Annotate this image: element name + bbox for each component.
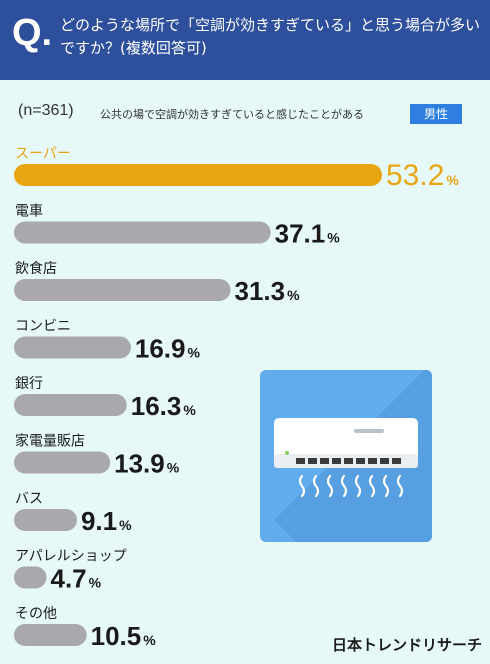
value-label: 53.2% <box>386 159 459 192</box>
bar <box>14 624 87 646</box>
value-label: 4.7% <box>51 564 102 594</box>
bar <box>14 566 47 589</box>
category-label: 家電量販店 <box>15 433 85 450</box>
category-label: バス <box>15 491 43 507</box>
sample-size: (n=361) <box>18 102 74 119</box>
bar <box>14 336 131 359</box>
brand-logo: 日本トレンドリサーチ <box>332 636 483 654</box>
category-label: スーパー <box>15 146 71 162</box>
air-conditioner-icon <box>260 370 432 542</box>
question-header: Q. どのような場所で「空調が効きすぎている」と思う場合が多いですか？(複数回答… <box>0 0 490 80</box>
bar <box>14 164 382 186</box>
question-mark: Q. <box>12 12 53 54</box>
category-label: アパレルショップ <box>15 549 127 565</box>
category-label: その他 <box>15 606 57 622</box>
bar <box>14 451 111 474</box>
value-label: 10.5% <box>91 621 157 651</box>
value-label: 13.9% <box>114 449 180 479</box>
value-label: 31.3% <box>235 276 301 306</box>
bar <box>14 221 271 244</box>
respondent-condition: 公共の場で空調が効きすぎていると感じたことがある <box>100 108 364 121</box>
category-label: 電車 <box>15 203 43 220</box>
question-text: どのような場所で「空調が効きすぎている」と思う場合が多いですか？(複数回答可) <box>60 16 481 57</box>
value-label: 16.3% <box>131 391 197 421</box>
category-label: 飲食店 <box>15 260 57 277</box>
value-label: 37.1% <box>275 219 341 249</box>
value-label: 16.9% <box>135 334 201 364</box>
sample-info: (n=361) 公共の場で空調が効きすぎていると感じたことがある 男性 <box>18 102 468 124</box>
category-label: コンビニ <box>15 319 71 335</box>
bar <box>14 394 127 416</box>
gender-badge: 男性 <box>410 104 462 124</box>
value-label: 9.1% <box>81 506 132 536</box>
air-conditioner-drawing <box>274 418 418 498</box>
bar <box>14 509 77 531</box>
bar <box>14 279 231 301</box>
category-label: 銀行 <box>15 376 43 392</box>
